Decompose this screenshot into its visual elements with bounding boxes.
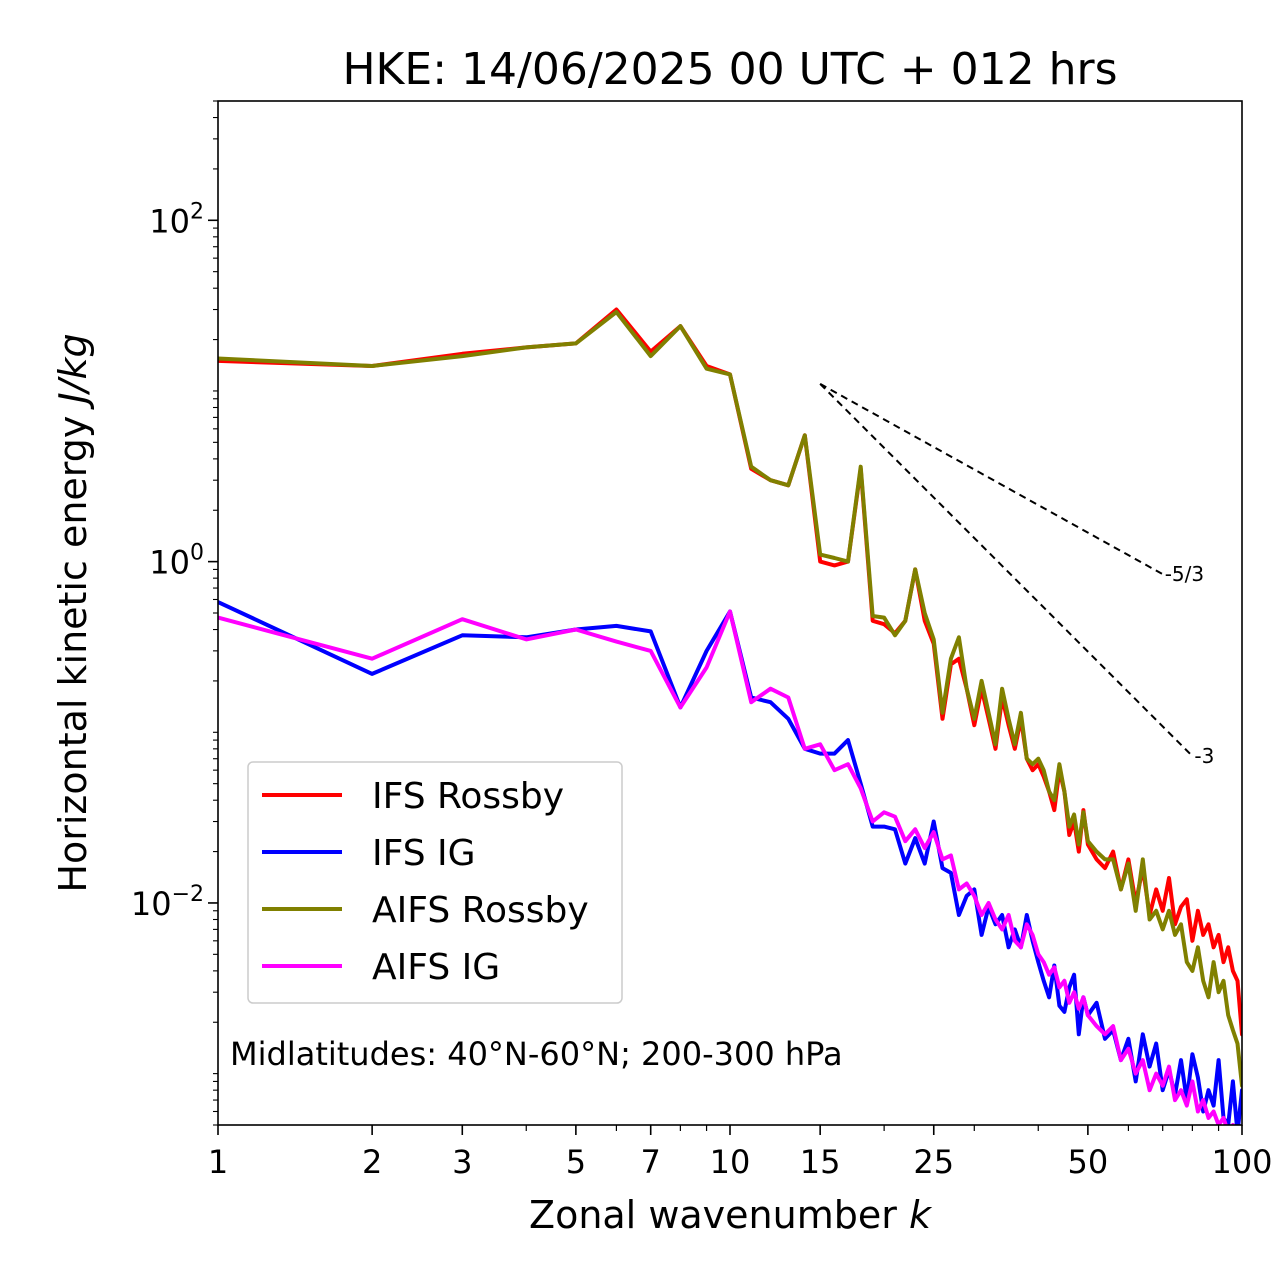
y-axis-ticks: 102 100 10−2 xyxy=(131,100,218,1126)
x-tick-label: 15 xyxy=(800,1143,841,1181)
x-tick-label: 7 xyxy=(641,1143,661,1181)
y-tick-label: 102 xyxy=(149,199,204,240)
x-tick-label: 10 xyxy=(710,1143,751,1181)
series-line xyxy=(218,310,1242,1088)
reference-slope-line xyxy=(819,383,1194,757)
x-axis-label: Zonal wavenumber k xyxy=(529,1193,933,1237)
y-tick-label: 100 xyxy=(149,541,204,582)
reference-slope-line xyxy=(819,383,1164,576)
x-tick-label: 1 xyxy=(208,1143,228,1181)
series-line xyxy=(218,609,1235,1125)
series-line xyxy=(218,600,1242,1125)
slope-label: -5/3 xyxy=(1165,562,1204,586)
legend-label: IFS Rossby xyxy=(372,776,564,817)
x-tick-label: 25 xyxy=(913,1143,954,1181)
legend-label: IFS IG xyxy=(372,833,476,874)
x-tick-label: 50 xyxy=(1068,1143,1109,1181)
legend-label: AIFS Rossby xyxy=(372,890,589,931)
legend-box xyxy=(247,761,623,1004)
x-axis-ticks: 1 2 3 5 7 10 15 25 50 100 xyxy=(208,1125,1273,1181)
x-tick-label: 2 xyxy=(362,1143,382,1181)
region-annotation: Midlatitudes: 40°N-60°N; 200-300 hPa xyxy=(230,1035,843,1073)
series-lines xyxy=(218,307,1242,1125)
slope-label: -3 xyxy=(1194,744,1214,768)
legend-label: AIFS IG xyxy=(372,947,500,988)
plot-frame xyxy=(217,100,1243,1126)
y-tick-label: 10−2 xyxy=(131,882,204,923)
x-tick-label: 100 xyxy=(1211,1143,1272,1181)
chart-title: HKE: 14/06/2025 00 UTC + 012 hrs xyxy=(342,44,1117,95)
x-tick-label: 3 xyxy=(452,1143,472,1181)
legend: IFS Rossby IFS IG AIFS Rossby AIFS IG xyxy=(247,761,623,1004)
y-axis-label: Horizontal kinetic energy J/kg xyxy=(51,333,95,892)
x-tick-label: 5 xyxy=(566,1143,586,1181)
reference-slope-lines: -5/3 -3 xyxy=(819,383,1214,768)
